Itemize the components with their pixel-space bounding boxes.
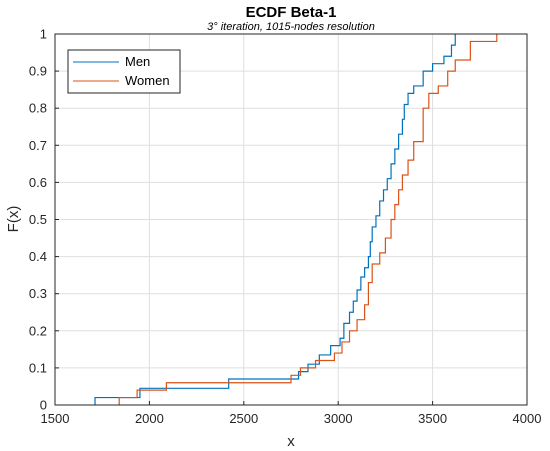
y-tick-label: 0.5: [29, 212, 47, 227]
x-tick-label: 2000: [135, 411, 164, 426]
y-tick-label: 0.1: [29, 360, 47, 375]
chart-title: ECDF Beta-1: [246, 4, 337, 21]
legend: Men Women: [67, 49, 181, 94]
series-line-women: [118, 34, 498, 405]
y-tick-label: 0.6: [29, 175, 47, 190]
legend-label-women: Women: [125, 73, 170, 88]
y-tick-label: 0: [40, 398, 47, 413]
legend-label-men: Men: [125, 54, 150, 69]
y-tick-label: 0.3: [29, 286, 47, 301]
y-tick-label: 0.4: [29, 249, 47, 264]
chart-subtitle: 3° iteration, 1015-nodes resolution: [207, 21, 375, 33]
y-tick-label: 0.7: [29, 138, 47, 153]
series-line-men: [94, 34, 456, 405]
y-tick-label: 0.8: [29, 101, 47, 116]
x-tick-label: 4000: [513, 411, 542, 426]
x-tick-label: 3000: [324, 411, 353, 426]
x-tick-label: 1500: [41, 411, 70, 426]
x-tick-label: 2500: [229, 411, 258, 426]
y-axis-label: F(x): [5, 206, 22, 233]
y-tick-label: 1: [40, 27, 47, 42]
y-tick-label: 0.2: [29, 323, 47, 338]
legend-box: [67, 49, 181, 94]
ticks: 1500 2000 2500 3000 3500 4000 0 0.1 0.2 0.3 0.4 0.5…: [29, 27, 542, 427]
x-tick-label: 3500: [418, 411, 447, 426]
series-layer: [94, 34, 498, 405]
y-tick-label: 0.9: [29, 64, 47, 79]
x-axis-label: x: [287, 433, 295, 450]
